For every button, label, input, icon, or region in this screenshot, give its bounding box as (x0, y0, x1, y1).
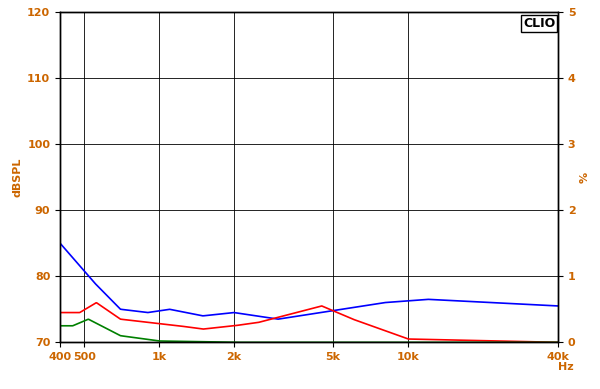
Text: CLIO: CLIO (523, 17, 556, 30)
Y-axis label: dBSPL: dBSPL (13, 157, 23, 197)
Text: Hz: Hz (558, 362, 574, 372)
Y-axis label: %: % (580, 172, 590, 182)
